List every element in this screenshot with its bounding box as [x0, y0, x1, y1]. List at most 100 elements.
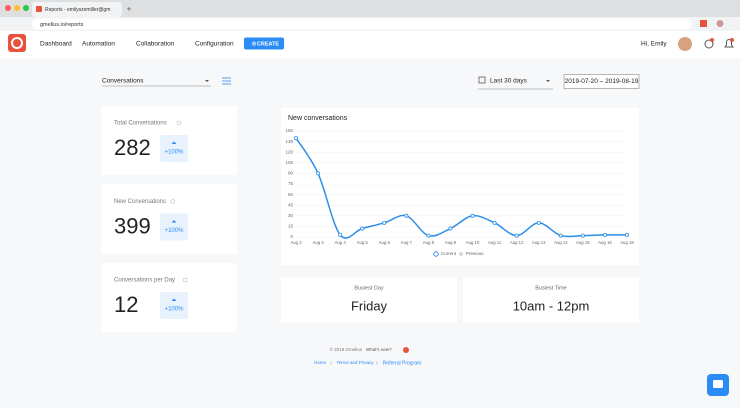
max-dot[interactable] — [23, 5, 29, 11]
nav-item[interactable]: Automation — [82, 41, 115, 48]
caret — [546, 80, 550, 82]
create-button[interactable] — [244, 37, 284, 50]
point — [602, 232, 607, 237]
logo-mark — [11, 37, 23, 49]
legend-label: Current — [441, 251, 457, 256]
whats-new[interactable]: What's new? — [366, 347, 392, 352]
y-tick-label: 105 — [285, 160, 293, 165]
series-line — [295, 137, 628, 239]
y-tick-label: 30 — [288, 213, 294, 218]
y-tick-label: 45 — [288, 202, 294, 207]
nav-item[interactable]: Collaboration — [136, 41, 175, 48]
stat-change: +100% — [165, 228, 185, 234]
filter-icon[interactable] — [222, 77, 231, 85]
badge — [730, 38, 734, 42]
profile-icon[interactable] — [716, 20, 724, 27]
x-tick-label: Aug 5 — [357, 240, 369, 245]
legend-swatch — [433, 251, 439, 257]
stat-label: New Conversations — [114, 199, 166, 205]
period-select[interactable]: Last 30 days — [490, 78, 528, 85]
new-tab[interactable]: + — [127, 5, 132, 14]
footer-link[interactable]: Terms and Privacy — [336, 360, 374, 365]
point — [580, 233, 585, 238]
create-label: CREATE — [257, 41, 280, 47]
point — [404, 213, 409, 218]
copyright: © 2019 Gmelius — [330, 346, 363, 352]
date-range: 2019-07-20 – 2019-08-19 — [565, 78, 639, 85]
x-tick-label: Aug 9 — [445, 240, 457, 245]
footer-link[interactable]: Referral Program — [383, 360, 421, 366]
stat-label: Conversations per Day — [114, 278, 175, 284]
nav-item[interactable]: Dashboard — [40, 41, 72, 48]
info-icon — [182, 277, 188, 283]
y-tick-label: 60 — [288, 192, 294, 197]
x-tick-label: Aug 10 — [466, 240, 480, 245]
tab[interactable] — [32, 2, 122, 17]
bell-icon[interactable] — [724, 39, 734, 48]
create-icon: ⊕ — [251, 42, 256, 48]
app-nav — [0, 31, 740, 58]
change-badge — [160, 135, 188, 162]
point — [492, 220, 497, 225]
min-dot[interactable] — [14, 5, 20, 11]
stat-change: +100% — [165, 307, 185, 313]
greeting[interactable]: Hi, Emily — [641, 41, 667, 48]
legend-label: Previous — [466, 251, 484, 256]
y-tick-label: 135 — [285, 139, 293, 144]
chart-title: New conversations — [288, 115, 348, 122]
y-tick-label: 75 — [288, 181, 294, 186]
legend-swatch — [458, 251, 464, 257]
x-tick-label: Aug 14 — [554, 240, 568, 245]
point — [293, 136, 298, 141]
y-tick-label: 0 — [290, 234, 293, 239]
x-tick-label: Aug 13 — [532, 240, 546, 245]
ext-icon[interactable] — [700, 20, 707, 27]
up-arrow — [171, 220, 177, 223]
up-arrow — [171, 298, 177, 301]
stat-value: 399 — [114, 213, 151, 238]
point — [316, 171, 321, 176]
highlight-card — [281, 277, 457, 323]
y-tick-label: 150 — [285, 128, 293, 133]
x-tick-label: Aug 7 — [401, 240, 413, 245]
avatar[interactable] — [678, 37, 692, 51]
x-tick-label: Aug 8 — [423, 240, 435, 245]
highlight-card — [463, 277, 639, 323]
help-icon[interactable] — [704, 39, 714, 49]
chat-icon — [713, 380, 723, 388]
badge — [710, 38, 714, 42]
change-badge — [160, 213, 188, 241]
y-tick-label: 120 — [285, 149, 293, 154]
point — [426, 233, 431, 238]
metric-select[interactable]: Conversations — [102, 78, 144, 85]
point — [338, 232, 343, 237]
x-tick-label: Aug 15 — [576, 240, 590, 245]
close-dot[interactable] — [5, 5, 11, 11]
highlight-label: Busiest Time — [535, 285, 566, 291]
whats-new-badge — [403, 347, 409, 353]
x-tick-label: Aug 11 — [488, 240, 502, 245]
logo[interactable] — [8, 34, 26, 52]
x-tick-label: Aug 6 — [379, 240, 391, 245]
x-tick-label: Aug 18 — [620, 240, 634, 245]
info-icon — [170, 199, 175, 204]
caret — [205, 80, 209, 82]
y-tick-label: 90 — [288, 171, 294, 176]
change-badge — [160, 292, 188, 319]
point — [470, 213, 475, 218]
point — [514, 233, 519, 238]
url-field[interactable] — [32, 18, 692, 30]
tab-icon — [36, 6, 42, 12]
stat-value: 282 — [114, 135, 151, 160]
x-tick-label: Aug 2 — [290, 240, 302, 245]
point — [625, 232, 630, 237]
x-tick-label: Aug 3 — [312, 240, 324, 245]
date-range-box[interactable] — [563, 74, 640, 89]
calendar-icon — [478, 76, 486, 84]
nav-item[interactable]: Configuration — [195, 41, 234, 48]
x-tick-label: Aug 16 — [598, 240, 612, 245]
footer-link[interactable]: Home — [314, 360, 327, 365]
point — [536, 220, 541, 225]
highlight-value: Friday — [351, 298, 388, 313]
